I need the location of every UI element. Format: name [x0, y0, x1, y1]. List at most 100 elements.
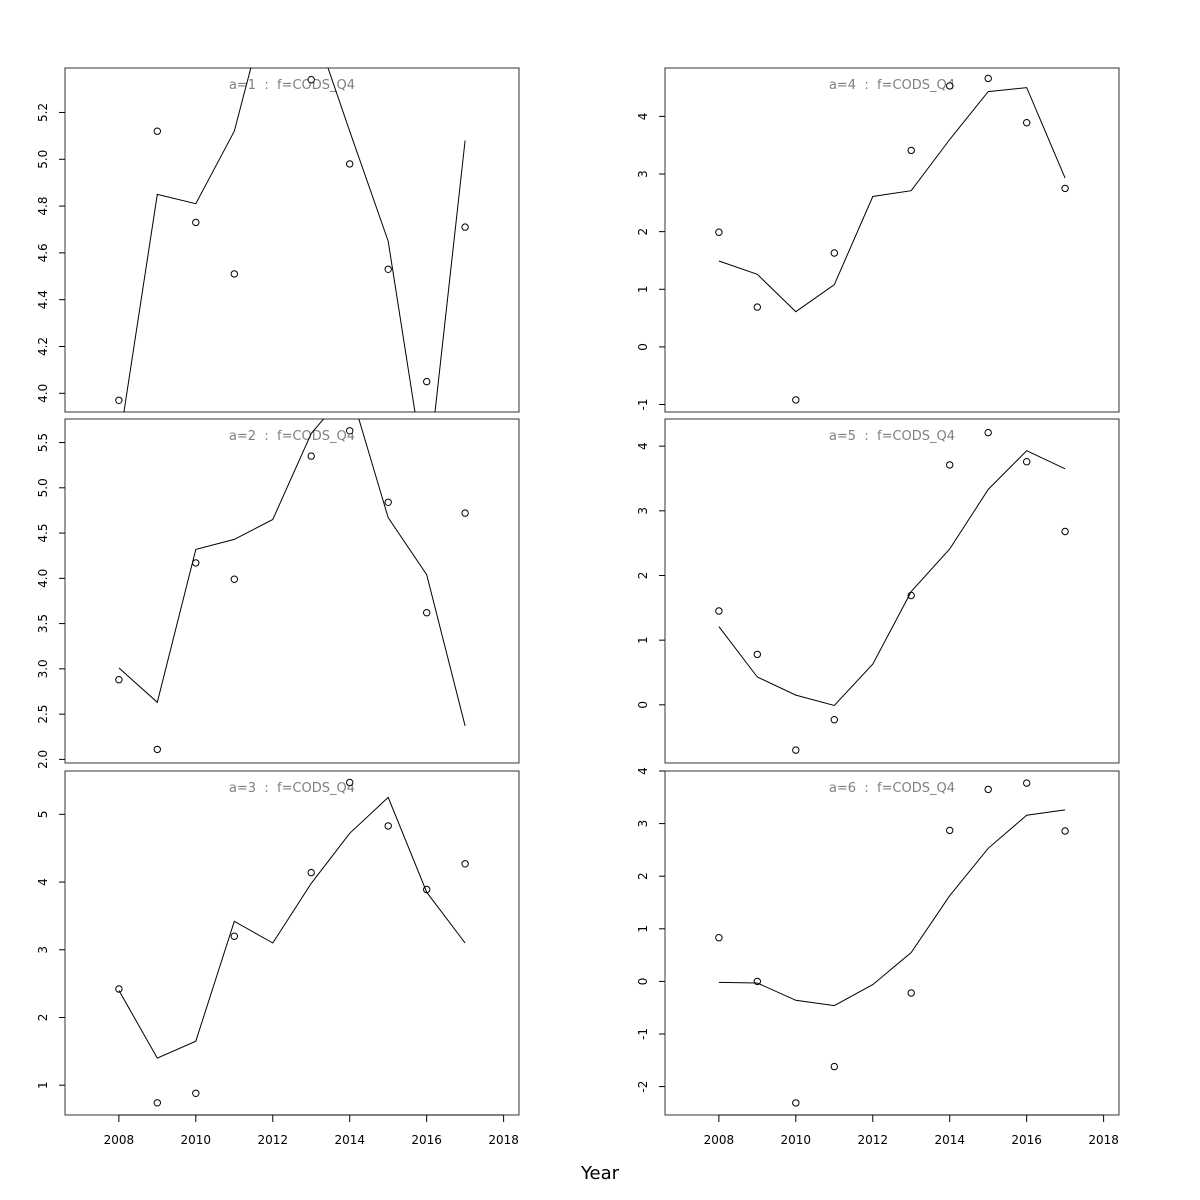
observed-point [192, 559, 200, 567]
observed-point [946, 461, 954, 469]
observed-point [307, 76, 315, 84]
observed-point [946, 826, 954, 835]
observed-point [153, 745, 162, 754]
observed-point [1022, 458, 1031, 466]
x-tick-label: 2018 [1088, 1133, 1119, 1147]
observed-point [461, 223, 469, 231]
observed-point [346, 427, 354, 435]
panel-6: a=6 : f=CODS_Q4 -2 -1 0 1 2 3 4 [636, 767, 1120, 1116]
observed-point [907, 146, 915, 155]
panel-3: a=3 : f=CODS_Q4 1 2 3 4 5 [36, 770, 520, 1116]
observed-point [192, 218, 200, 227]
y-tick-label: 1 [36, 1081, 50, 1089]
observed-point [715, 228, 723, 236]
observed-point [753, 303, 761, 311]
panel-frame [664, 770, 1120, 1116]
panel-data [715, 779, 1069, 1107]
observed-point [1061, 184, 1069, 193]
y-tick-label: 3 [636, 507, 650, 515]
y-tick-label: 2.5 [36, 705, 50, 724]
observed-point [115, 676, 123, 684]
y-tick-label: 0 [636, 701, 650, 709]
y-tick-label: 2.0 [36, 750, 50, 769]
x-axis-label: Year [580, 1163, 620, 1184]
y-tick-label: 4 [36, 878, 50, 886]
x-tick-label: 2016 [1011, 1133, 1042, 1147]
y-tick-label: 4.8 [36, 197, 50, 216]
observed-point [1022, 119, 1031, 127]
y-tick-label: 1 [636, 285, 650, 293]
y-tick-label: 5.0 [36, 478, 50, 497]
panel-frame [64, 418, 520, 764]
y-tick-label: 5.5 [36, 433, 50, 452]
panel-frame [664, 67, 1120, 413]
panel-title: a=6 : f=CODS_Q4 [829, 781, 955, 796]
observed-point [1061, 527, 1069, 536]
x-tick-label: 2008 [704, 1133, 735, 1147]
x-tick-label: 2016 [411, 1133, 442, 1147]
y-tick-label: 2 [636, 872, 650, 880]
observed-point [230, 270, 239, 278]
x-tick-label: 2012 [257, 1133, 288, 1147]
panel-title: a=2 : f=CODS_Q4 [229, 429, 355, 444]
observed-point [907, 989, 915, 997]
observed-point [984, 785, 992, 794]
observed-point [307, 868, 315, 877]
y-tick-label: 3.0 [36, 659, 50, 678]
panel-title: a=3 : f=CODS_Q4 [229, 781, 355, 796]
fitted-line [718, 809, 1066, 1007]
observed-point [715, 934, 723, 942]
panel-data [715, 428, 1069, 754]
y-tick-label: 4.0 [36, 384, 50, 403]
observed-point [792, 1099, 800, 1107]
observed-point [984, 428, 992, 437]
observed-point [346, 160, 354, 168]
fitted-line [118, 419, 466, 727]
observed-point [792, 396, 800, 404]
x-tick-label: 2010 [181, 1133, 212, 1147]
panel-data [115, 778, 469, 1107]
y-tick-label: 1 [636, 636, 650, 644]
observed-point [461, 509, 469, 517]
panel-data [115, 68, 469, 412]
panel-4: a=4 : f=CODS_Q4 -1 0 1 2 3 4 [636, 67, 1120, 413]
panel-title: a=5 : f=CODS_Q4 [829, 429, 955, 444]
observed-point [153, 1099, 162, 1107]
observed-point [461, 860, 469, 868]
observed-point [307, 452, 315, 460]
panels: a=1 : f=CODS_Q4 4.0 4.2 4.4 4.6 4.8 5.0 5.2 a=2 … [36, 67, 1120, 1116]
panel-2: a=2 : f=CODS_Q4 2.0 2.5 3.0 3.5 4.0 4.5 5.0 5.5 [36, 418, 520, 769]
fitted-line [118, 796, 466, 1059]
x-tick-label: 2008 [104, 1133, 135, 1147]
y-tick-label: 0 [636, 978, 650, 986]
y-tick-label: -1 [636, 1028, 650, 1040]
observed-point [1022, 779, 1031, 787]
y-tick-label: 4 [636, 113, 650, 121]
panel-title: a=4 : f=CODS_Q4 [829, 78, 955, 93]
observed-point [153, 127, 162, 135]
fitted-line [718, 87, 1066, 313]
observed-point [115, 396, 123, 404]
x-axes: 2008 2010 2012 2014 2016 2018 2008 2010 2012 2014… [104, 1114, 1119, 1147]
y-tick-label: 4.4 [36, 290, 50, 309]
y-tick-label: 5.2 [36, 103, 50, 122]
observed-point [192, 1089, 200, 1098]
observed-point [946, 82, 954, 90]
observed-point [715, 607, 723, 615]
y-tick-label: 2 [636, 572, 650, 580]
fitted-line [718, 450, 1066, 707]
observed-point [230, 932, 239, 940]
observed-point [384, 498, 392, 506]
panel-frame [64, 67, 520, 413]
observed-point [346, 778, 354, 787]
x-tick-label: 2014 [334, 1133, 365, 1147]
observed-point [423, 609, 431, 617]
panel-frame [664, 418, 1120, 764]
observed-point [830, 1062, 838, 1071]
y-tick-label: 1 [636, 925, 650, 933]
observed-point [423, 377, 431, 386]
x-axis-1: 2008 2010 2012 2014 2016 2018 [104, 1114, 519, 1147]
observed-point [1061, 827, 1069, 835]
observed-point [792, 746, 800, 754]
